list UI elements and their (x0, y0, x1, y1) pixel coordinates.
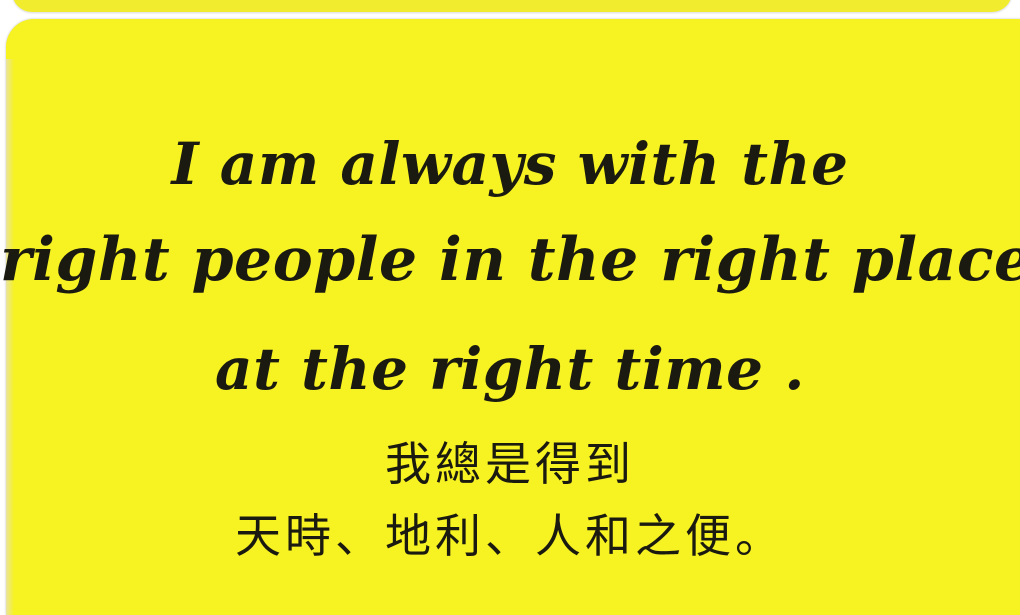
chinese-line-1: 我總是得到 (385, 437, 635, 491)
chinese-line-2: 天時、地利、人和之便。 (235, 509, 785, 563)
affirmation-card (6, 19, 1020, 615)
english-line-1: I am always with the (171, 130, 849, 198)
card-behind (12, 0, 1012, 12)
english-line-2: right people in the right place (0, 225, 1020, 295)
card-edge-shading (6, 59, 14, 615)
english-line-3: at the right time . (215, 335, 805, 403)
